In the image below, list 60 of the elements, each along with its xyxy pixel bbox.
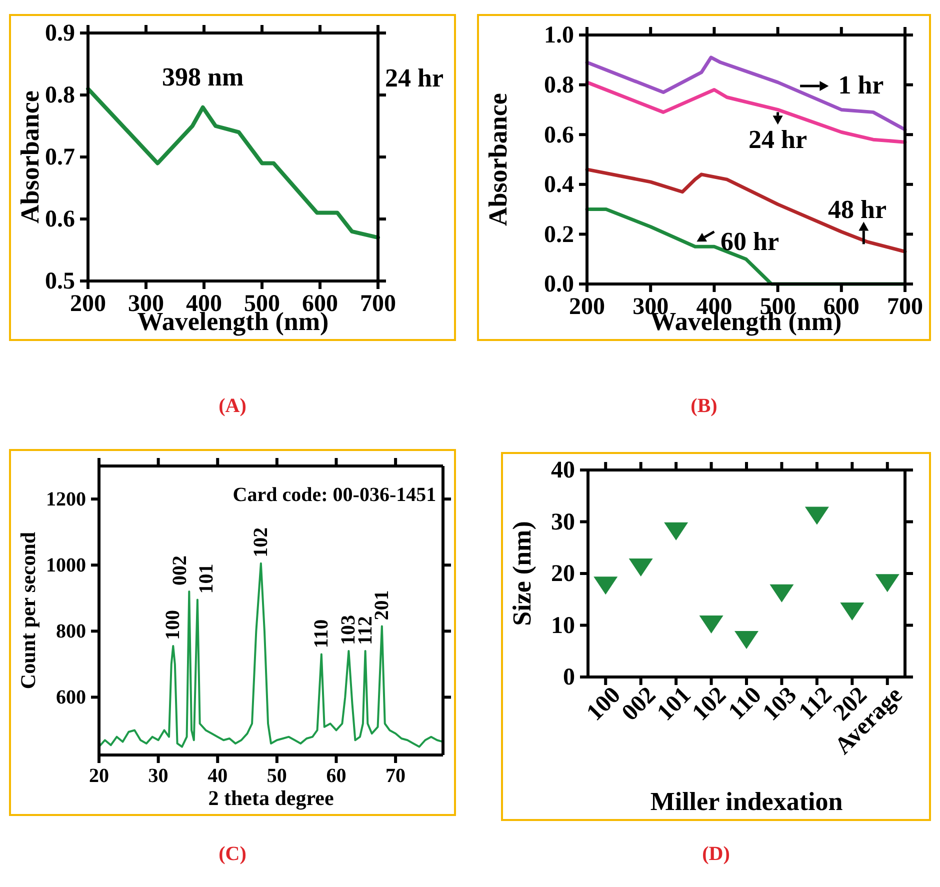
annotation: 102	[250, 527, 272, 558]
point	[804, 506, 829, 525]
annotation: Card code: 00-036-1451	[232, 484, 436, 506]
point	[840, 602, 864, 621]
x-tick-label: 60	[326, 765, 346, 788]
x-tick-label: 700	[360, 291, 396, 318]
point	[875, 574, 900, 592]
point	[699, 615, 724, 634]
x-tick-label: 30	[148, 765, 168, 788]
point	[664, 522, 688, 540]
y-tick-label: 0.8	[45, 82, 75, 109]
y-tick-label: 30	[551, 509, 575, 536]
text: (C)	[218, 843, 246, 865]
y-tick-label: 0.8	[544, 72, 574, 98]
annotation: 100	[162, 610, 184, 640]
y-tick-label: 800	[56, 620, 86, 643]
y-tick-label: 0.4	[544, 172, 574, 198]
x-axis-title: Miller indexation	[650, 787, 844, 816]
y-tick-label: 0.7	[45, 144, 75, 171]
point	[734, 630, 758, 649]
y-tick-label: 1.0	[544, 22, 574, 49]
text: (D)	[702, 843, 730, 865]
line-series	[585, 56, 907, 132]
y-tick-label: 10	[551, 612, 575, 639]
line-series	[86, 86, 380, 240]
text: (A)	[218, 395, 246, 417]
y-tick-label: 0.2	[544, 222, 574, 248]
y-tick-label: 20	[551, 561, 575, 588]
y-axis-title: Size (nm)	[507, 521, 536, 626]
series-label: 48 hr	[828, 194, 887, 224]
y-tick-label: 1000	[46, 554, 86, 576]
annotation: 101	[195, 564, 218, 594]
y-tick-label: 0	[563, 664, 575, 691]
text: (B)	[690, 395, 718, 417]
annotation: 110	[310, 619, 332, 648]
y-tick-label: 0.6	[544, 122, 574, 148]
series-label: 24 hr	[748, 125, 808, 154]
annotation: 201	[370, 590, 393, 620]
annotation: 398 nm	[162, 62, 244, 92]
x-tick-label: 70	[386, 765, 406, 788]
point	[594, 576, 618, 595]
y-tick-label: 40	[551, 458, 575, 484]
x-tick-label: 50	[266, 765, 287, 788]
series-label: 60 hr	[720, 227, 780, 256]
x-axis-title: 2 theta degree	[208, 786, 334, 810]
x-tick-label: 40	[208, 765, 228, 788]
point	[770, 584, 794, 602]
y-tick-label: 1200	[46, 488, 86, 510]
x-tick-label: 700	[887, 294, 923, 320]
annotation: 002	[169, 556, 192, 586]
y-tick-label: 0.9	[45, 20, 75, 47]
y-axis-title: Count per second	[16, 532, 40, 690]
line-series	[585, 168, 907, 254]
y-axis-title: Absorbance	[483, 93, 512, 226]
text: 24 hr	[385, 64, 444, 92]
y-axis-title: Absorbance	[15, 90, 44, 224]
y-tick-label: 0.6	[45, 206, 75, 233]
series-label: 1 hr	[838, 70, 884, 100]
point	[628, 558, 653, 577]
x-tick-label: 20	[89, 765, 109, 788]
